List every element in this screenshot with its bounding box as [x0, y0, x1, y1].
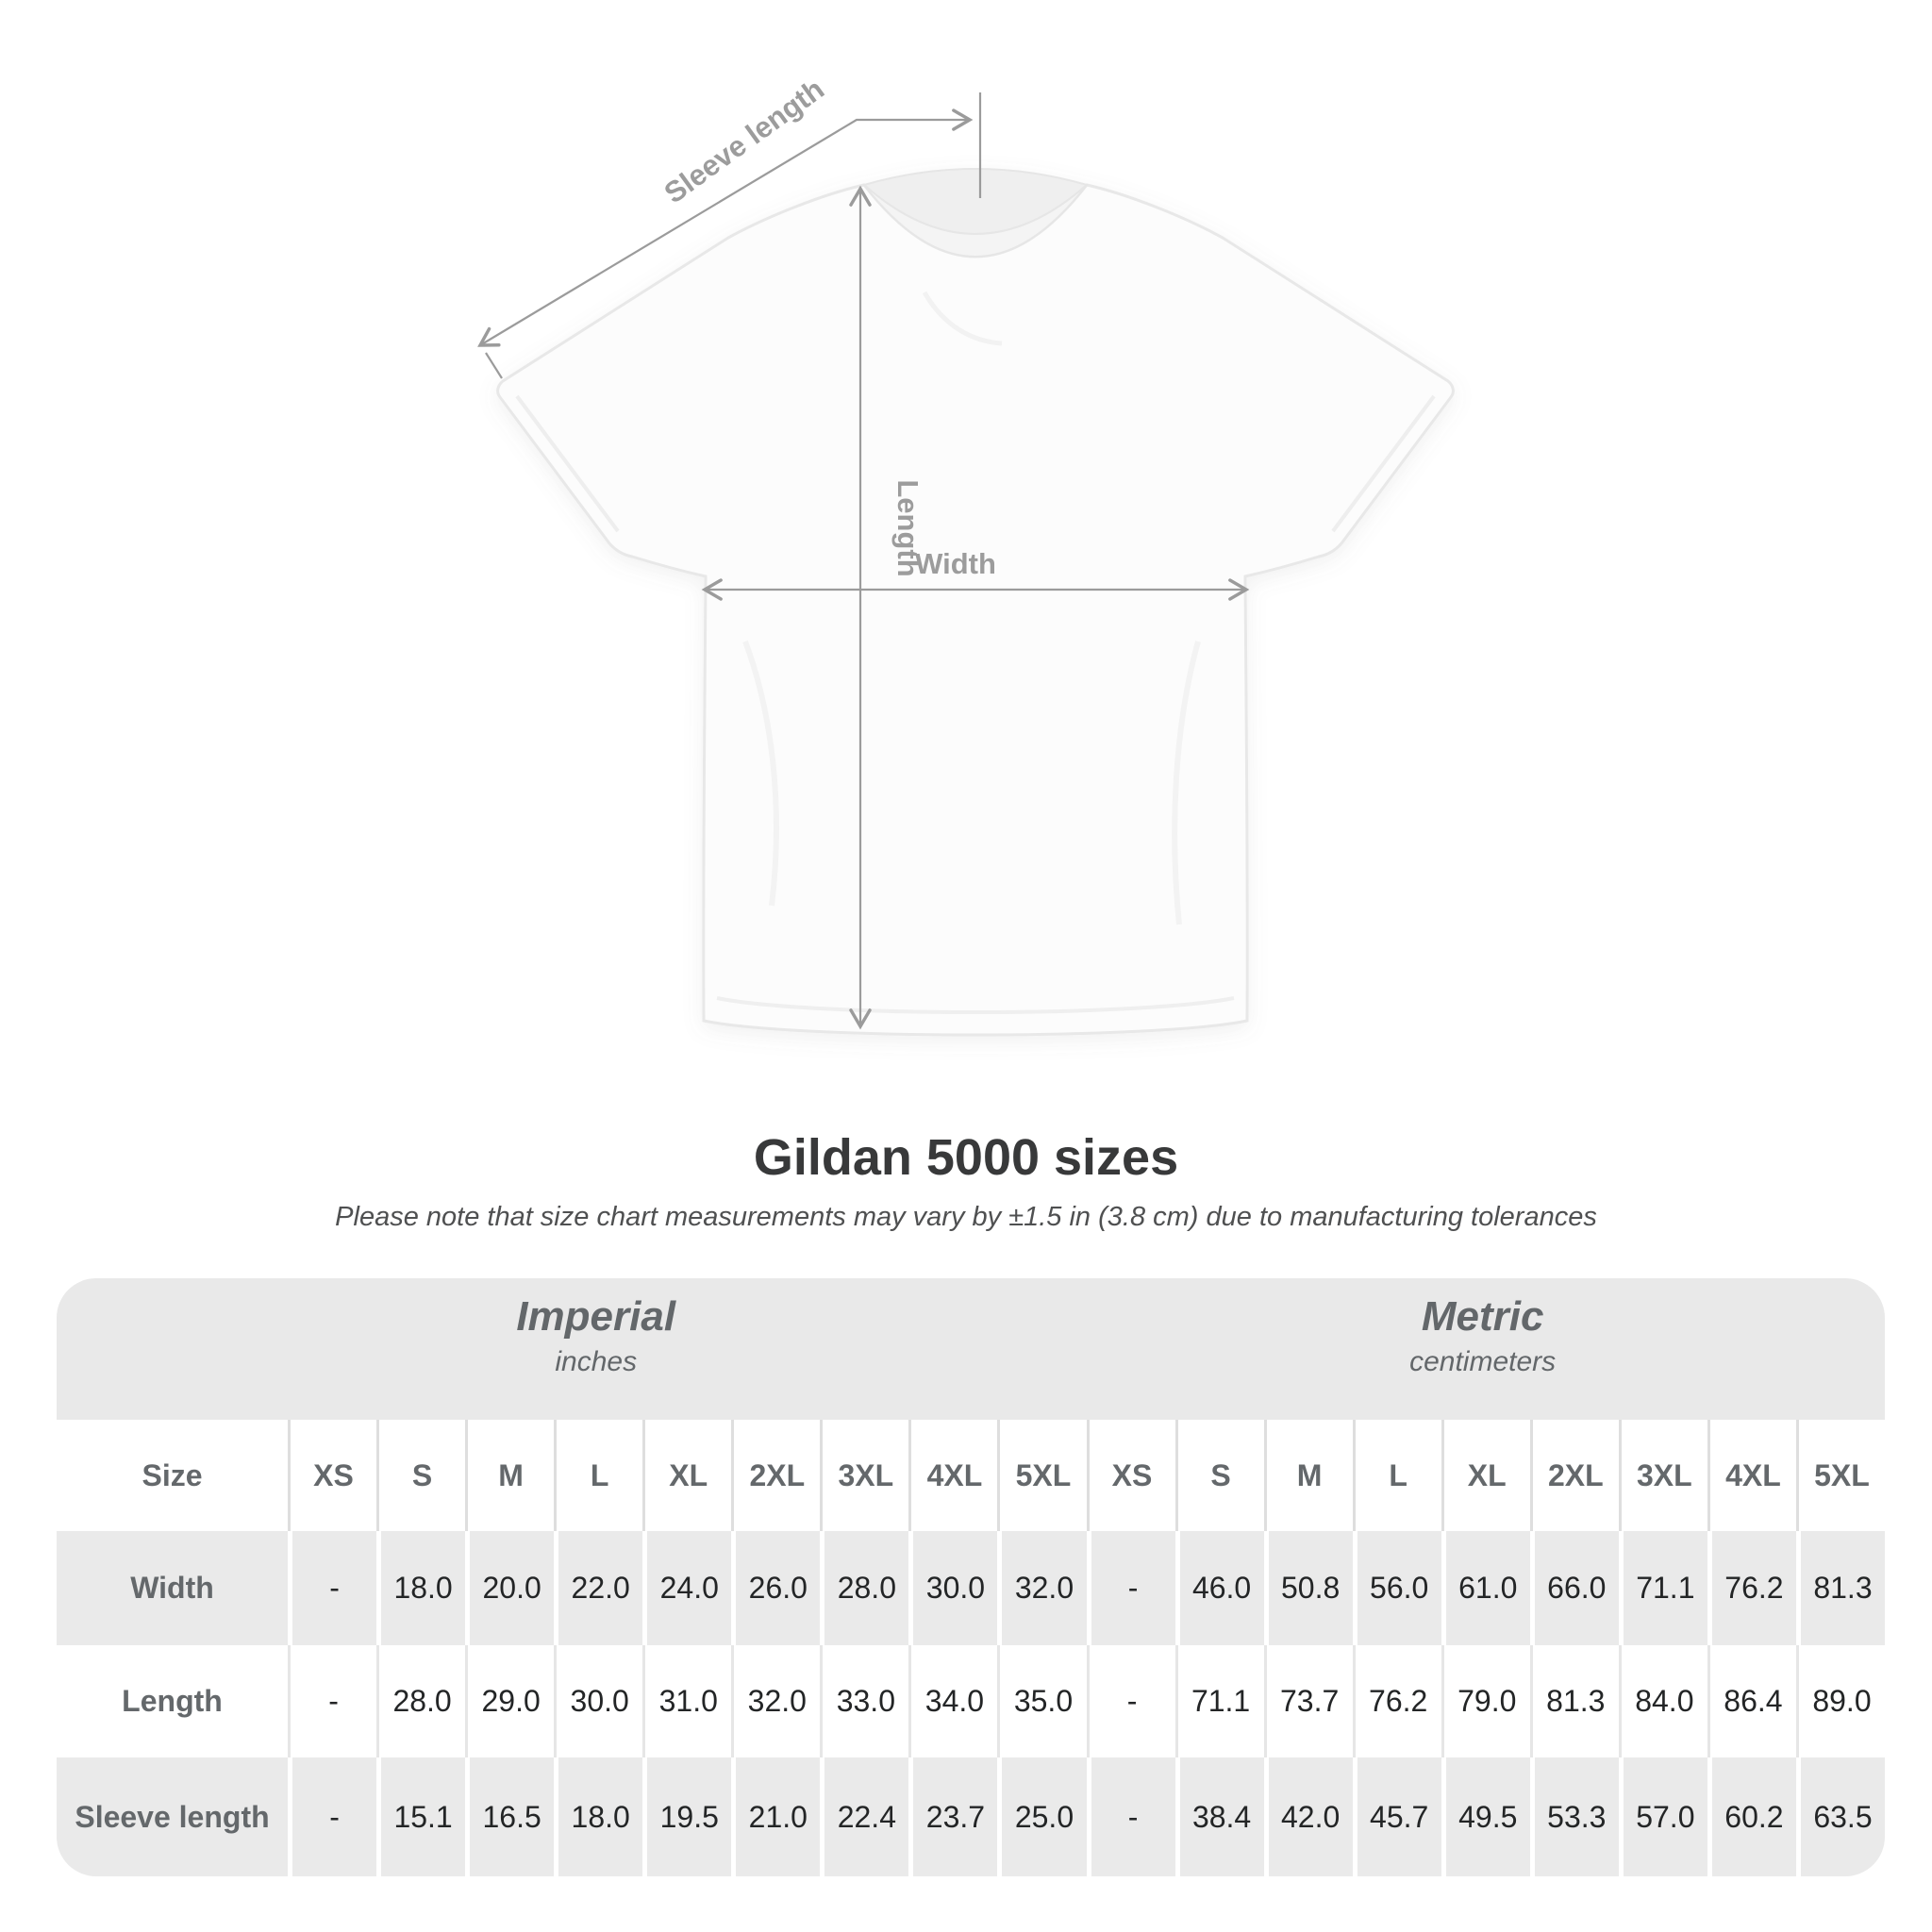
value-cell: 23.7	[908, 1757, 997, 1876]
value-cell: 84.0	[1618, 1645, 1707, 1757]
value-cell: 28.0	[376, 1645, 465, 1757]
value-cell: 61.0	[1441, 1531, 1530, 1645]
size-header-cell: S	[376, 1420, 465, 1531]
value-cell: 31.0	[642, 1645, 731, 1757]
sleeve-length-label: Sleeve length	[658, 73, 830, 210]
size-header-cell: 3XL	[1618, 1420, 1707, 1531]
value-cell: 89.0	[1795, 1645, 1885, 1757]
metric-unit: centimeters	[1409, 1346, 1557, 1377]
row-label: Sleeve length	[75, 1799, 270, 1834]
value-cell: -	[1086, 1531, 1175, 1645]
size-header-cell: M	[1263, 1420, 1353, 1531]
value-cell: 18.0	[376, 1531, 465, 1645]
metric-label: Metric	[1421, 1293, 1544, 1340]
value-cell: -	[288, 1531, 376, 1645]
value-cell: 16.5	[465, 1757, 554, 1876]
size-header-cell: 5XL	[997, 1420, 1086, 1531]
value-cell: 53.3	[1529, 1757, 1619, 1876]
value-cell: 79.0	[1441, 1645, 1530, 1757]
value-cell: -	[1086, 1757, 1175, 1876]
size-header-cell: XS	[1086, 1420, 1175, 1531]
row-label: Length	[122, 1684, 223, 1718]
value-cell: 81.3	[1795, 1531, 1885, 1645]
value-cell: 35.0	[997, 1645, 1086, 1757]
imperial-unit: inches	[555, 1346, 638, 1377]
value-cell: 56.0	[1352, 1531, 1441, 1645]
size-column-header: Size	[142, 1457, 203, 1492]
size-header-cell: XL	[642, 1420, 731, 1531]
metric-section-header: Metric centimeters	[1409, 1278, 1556, 1420]
value-cell: 81.3	[1529, 1645, 1619, 1757]
value-cell: 30.0	[554, 1645, 642, 1757]
imperial-label: Imperial	[516, 1293, 676, 1340]
value-cell: 18.0	[554, 1757, 642, 1876]
size-header-cell: 4XL	[908, 1420, 997, 1531]
value-cell: 21.0	[731, 1757, 820, 1876]
sleeve-dimension-extension	[485, 352, 503, 379]
size-header-cell: 5XL	[1795, 1420, 1885, 1531]
value-cell: -	[1086, 1645, 1175, 1757]
width-label: Width	[915, 547, 996, 580]
value-cell: 49.5	[1441, 1757, 1530, 1876]
size-header-cell: 3XL	[820, 1420, 908, 1531]
value-cell: 76.2	[1707, 1531, 1796, 1645]
value-cell: 20.0	[465, 1531, 554, 1645]
size-table: Imperial inches Metric centimeters Size …	[57, 1278, 1885, 1876]
size-header-cell: L	[554, 1420, 642, 1531]
value-cell: 34.0	[908, 1645, 997, 1757]
value-cell: 25.0	[997, 1757, 1086, 1876]
value-cell: 63.5	[1795, 1757, 1885, 1876]
value-cell: 71.1	[1174, 1645, 1264, 1757]
imperial-section-header: Imperial inches	[516, 1278, 675, 1420]
value-cell: 15.1	[376, 1757, 465, 1876]
value-cell: 46.0	[1174, 1531, 1264, 1645]
size-header-cell: 2XL	[731, 1420, 820, 1531]
size-header-cell: XL	[1441, 1420, 1530, 1531]
sleeve-dimension-line	[477, 108, 974, 347]
value-cell: 28.0	[820, 1531, 908, 1645]
value-cell: 24.0	[642, 1531, 731, 1645]
length-row: Length - 28.0 29.0 30.0 31.0 32.0 33.0 3…	[57, 1645, 1885, 1757]
value-cell: -	[288, 1645, 376, 1757]
value-cell: 33.0	[820, 1645, 908, 1757]
tshirt-illustration	[496, 168, 1455, 1037]
value-cell: 66.0	[1529, 1531, 1619, 1645]
value-cell: 42.0	[1263, 1757, 1353, 1876]
page-title: Gildan 5000 sizes	[753, 1129, 1179, 1186]
value-cell: 22.4	[820, 1757, 908, 1876]
dimension-lines	[477, 92, 1250, 1030]
value-cell: 71.1	[1618, 1531, 1707, 1645]
value-cell: 73.7	[1263, 1645, 1353, 1757]
value-cell: 26.0	[731, 1531, 820, 1645]
size-header-cell: M	[465, 1420, 554, 1531]
value-cell: 86.4	[1707, 1645, 1796, 1757]
size-header-cell: S	[1174, 1420, 1264, 1531]
size-header-row: Size XS S M L XL 2XL 3XL 4XL 5XL XS S M …	[57, 1420, 1885, 1531]
value-cell: 29.0	[465, 1645, 554, 1757]
value-cell: 57.0	[1618, 1757, 1707, 1876]
size-header-cell: L	[1352, 1420, 1441, 1531]
value-cell: 22.0	[554, 1531, 642, 1645]
value-cell: 32.0	[997, 1531, 1086, 1645]
value-cell: 76.2	[1352, 1645, 1441, 1757]
value-cell: 38.4	[1174, 1757, 1264, 1876]
value-cell: 19.5	[642, 1757, 731, 1876]
length-label: Length	[891, 479, 924, 576]
value-cell: 50.8	[1263, 1531, 1353, 1645]
unit-header-band: Imperial inches Metric centimeters	[57, 1278, 1885, 1420]
value-cell: 60.2	[1707, 1757, 1796, 1876]
value-cell: 32.0	[731, 1645, 820, 1757]
value-cell: 45.7	[1352, 1757, 1441, 1876]
size-header-cell: XS	[288, 1420, 376, 1531]
size-header-cell: 4XL	[1707, 1420, 1796, 1531]
row-label: Width	[130, 1571, 214, 1605]
tolerance-note: Please note that size chart measurements…	[335, 1202, 1597, 1232]
value-cell: -	[288, 1757, 376, 1876]
sleeve-length-row: Sleeve length - 15.1 16.5 18.0 19.5 21.0…	[57, 1757, 1885, 1876]
width-row: Width - 18.0 20.0 22.0 24.0 26.0 28.0 30…	[57, 1531, 1885, 1645]
size-header-cell: 2XL	[1529, 1420, 1619, 1531]
value-cell: 30.0	[908, 1531, 997, 1645]
